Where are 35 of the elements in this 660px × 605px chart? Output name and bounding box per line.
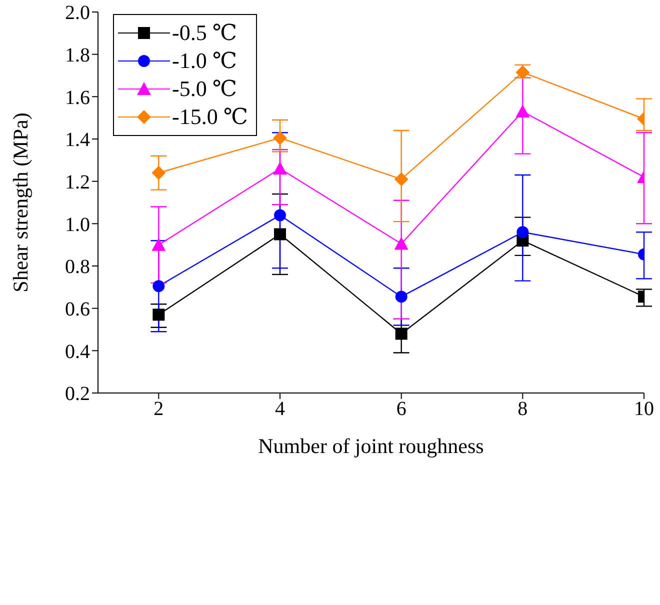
point	[395, 328, 408, 340]
legend-label: -5.0 ℃	[172, 76, 237, 102]
x-tick-label: 4	[275, 398, 285, 420]
x-tick-label: 6	[396, 398, 406, 420]
y-axis-title: Shear strength (MPa)	[8, 112, 32, 292]
y-tick-label: 0.8	[65, 256, 90, 278]
y-tick-label: 1.8	[65, 44, 90, 66]
y-tick-label: 1.2	[65, 171, 90, 194]
y-tick-label: 1.0	[65, 214, 90, 236]
point	[152, 166, 166, 180]
point	[516, 104, 530, 118]
point	[394, 172, 408, 186]
point	[152, 308, 165, 321]
point	[516, 226, 529, 238]
point	[273, 130, 287, 145]
y-tick-label: 0.2	[65, 383, 90, 406]
legend-label: -0.5 ℃	[172, 20, 237, 46]
point	[394, 236, 408, 250]
point	[274, 228, 286, 240]
y-tick-label: 0.6	[65, 298, 90, 320]
x-tick-label: 10	[634, 398, 654, 420]
point	[152, 280, 165, 292]
y-tick-label: 1.6	[65, 86, 90, 109]
x-tick-label: 8	[518, 398, 528, 420]
point	[152, 238, 166, 251]
y-tick-label: 1.4	[65, 129, 90, 152]
point	[274, 209, 286, 222]
y-tick-label: 0.4	[65, 340, 90, 363]
legend-label: -15.0 ℃	[172, 104, 248, 130]
point	[395, 290, 408, 303]
point	[273, 162, 287, 175]
x-tick-label: 2	[154, 398, 164, 420]
legend-label: -1.0 ℃	[172, 48, 237, 74]
x-axis-title: Number of joint roughness	[258, 434, 484, 458]
y-tick-label: 2.0	[65, 2, 90, 24]
